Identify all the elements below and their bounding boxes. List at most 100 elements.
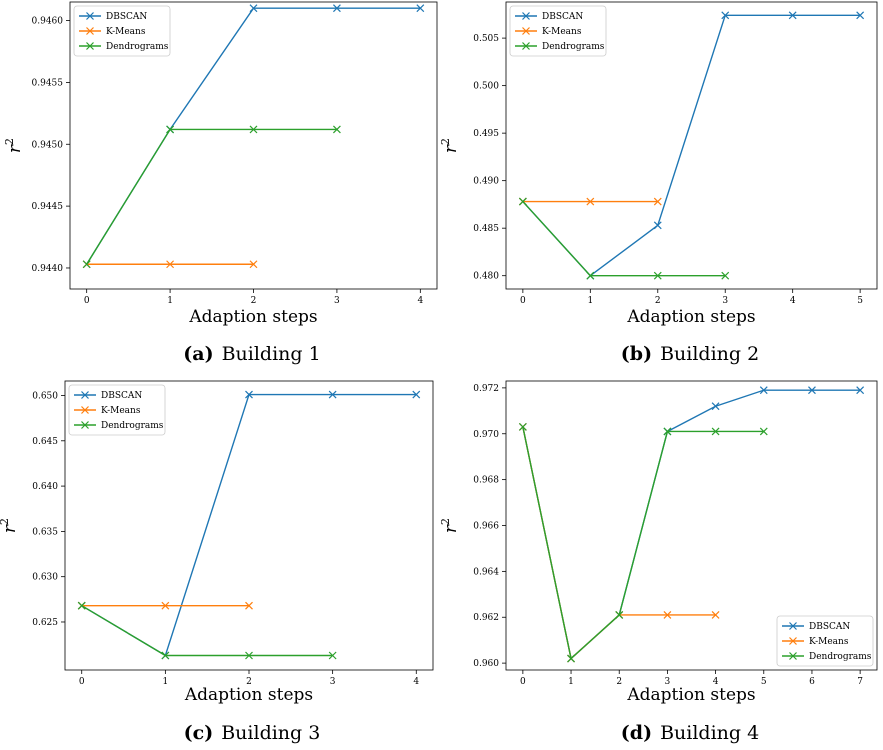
data-point-dendrograms xyxy=(328,651,337,660)
chart-panel-2: 0 1 2 3 4 5 0.480 0.485 0.490 0.495 0.500 0.505 Adap… xyxy=(439,1,878,365)
legend-marker xyxy=(81,406,89,414)
data-point-dbscan xyxy=(245,390,253,399)
data-point-dbscan xyxy=(721,11,730,20)
legend: DBSCAN K-Means Dendrograms xyxy=(73,5,171,57)
legend-item-dendrograms: Dendrograms xyxy=(782,652,872,662)
y-axis-label: r2 xyxy=(439,518,461,533)
x-tick-label: 4 xyxy=(713,677,719,687)
y-tick-label: 0.645 xyxy=(32,437,58,447)
legend-label: Dendrograms xyxy=(809,652,872,662)
x-tick-label: 0 xyxy=(520,677,526,687)
marker-stroke xyxy=(166,260,175,269)
y-tick-label: 0.500 xyxy=(473,82,499,92)
data-point-k-means xyxy=(161,601,170,610)
marker-stroke xyxy=(663,427,672,436)
data-point-k-means xyxy=(166,260,175,269)
legend-frame xyxy=(776,615,874,667)
legend-label: DBSCAN xyxy=(106,12,147,22)
data-point-dendrograms xyxy=(77,601,86,610)
data-point-dbscan xyxy=(416,4,425,13)
y-tick-label: 0.9460 xyxy=(32,17,64,27)
data-point-k-means xyxy=(653,197,662,206)
x-tick-label: 5 xyxy=(761,677,767,687)
marker-stroke xyxy=(586,197,595,206)
y-axis-label-base: r xyxy=(0,524,20,533)
y-tick-label: 0.9450 xyxy=(32,140,64,150)
data-point-k-means xyxy=(249,260,258,269)
y-tick-label: 0.505 xyxy=(473,34,499,44)
legend-item-dbscan: DBSCAN xyxy=(515,12,583,22)
data-point-dendrograms xyxy=(518,422,527,431)
marker-stroke xyxy=(788,11,797,20)
y-axis-label-base: r xyxy=(5,144,25,153)
x-tick-label: 0 xyxy=(79,677,85,687)
x-tick-label: 3 xyxy=(334,296,340,306)
marker-stroke xyxy=(245,601,253,610)
caption-label: (d) xyxy=(621,722,652,744)
legend-label: DBSCAN xyxy=(542,12,583,22)
marker-stroke xyxy=(82,260,91,269)
x-tick-label: 3 xyxy=(330,677,336,687)
x-tick-label: 4 xyxy=(790,296,796,306)
x-axis-label: Adaption steps xyxy=(184,685,313,705)
subfigure-caption: (d) Building 4 xyxy=(621,722,759,744)
legend-marker xyxy=(789,652,797,660)
marker-stroke xyxy=(77,601,86,610)
data-point-dendrograms xyxy=(161,651,170,660)
marker-stroke xyxy=(653,197,662,206)
legend-label: Dendrograms xyxy=(106,42,169,52)
y-tick-label: 0.966 xyxy=(473,522,499,532)
series-line-dendrograms xyxy=(86,128,337,265)
y-tick-label: 0.625 xyxy=(32,618,58,628)
data-point-dendrograms xyxy=(245,651,253,660)
legend-marker xyxy=(789,622,797,630)
y-tick-label: 0.480 xyxy=(473,272,499,282)
marker-stroke xyxy=(808,386,816,395)
marker-stroke xyxy=(332,4,341,13)
marker-stroke xyxy=(518,197,527,206)
y-tick-label: 0.9440 xyxy=(32,264,64,274)
legend-item-dbscan: DBSCAN xyxy=(74,391,142,401)
legend-label: DBSCAN xyxy=(101,391,142,401)
y-axis-label: r2 xyxy=(3,138,25,153)
x-tick-label: 1 xyxy=(587,296,593,306)
y-axis-label: r2 xyxy=(0,518,20,533)
y-tick-label: 0.630 xyxy=(32,573,58,583)
data-point-dbscan xyxy=(332,4,341,13)
marker-stroke xyxy=(567,654,575,663)
data-point-dendrograms xyxy=(615,611,624,619)
data-point-dendrograms xyxy=(332,125,341,134)
axes-frame xyxy=(505,1,878,290)
y-tick-label: 0.640 xyxy=(32,482,58,492)
legend-item-dbscan: DBSCAN xyxy=(79,12,147,22)
x-tick-label: 2 xyxy=(655,296,661,306)
marker-stroke xyxy=(711,611,720,619)
data-point-dendrograms xyxy=(711,427,720,436)
legend-frame xyxy=(73,5,171,57)
data-point-k-means xyxy=(663,611,672,619)
marker-stroke xyxy=(759,427,768,436)
x-tick-label: 0 xyxy=(84,296,90,306)
x-axis-label: Adaption steps xyxy=(626,307,755,327)
chart-panel-1: 0 1 2 3 4 0.9440 0.9445 0.9450 0.9455 0.9460 Adapt… xyxy=(3,1,438,365)
legend-marker xyxy=(86,42,94,50)
legend-label: Dendrograms xyxy=(101,421,164,431)
data-point-dbscan xyxy=(856,386,865,395)
y-tick-label: 0.972 xyxy=(473,384,499,394)
marker-stroke xyxy=(653,271,662,280)
x-tick-label: 3 xyxy=(665,677,671,687)
x-tick-label: 4 xyxy=(417,296,423,306)
legend-item-k-means: K-Means xyxy=(515,27,582,37)
data-point-k-means xyxy=(245,601,253,610)
x-tick-label: 7 xyxy=(857,677,863,687)
legend-item-dbscan: DBSCAN xyxy=(782,622,850,632)
data-point-dendrograms xyxy=(586,271,595,280)
y-tick-label: 0.9445 xyxy=(32,202,64,212)
marker-stroke xyxy=(166,125,175,134)
legend: DBSCAN K-Means Dendrograms xyxy=(776,615,874,667)
data-point-dendrograms xyxy=(663,427,672,436)
y-axis-label-superscript: 2 xyxy=(3,138,16,145)
data-point-k-means xyxy=(711,611,720,619)
legend-marker xyxy=(81,391,89,399)
caption-title: Building 3 xyxy=(221,722,320,744)
